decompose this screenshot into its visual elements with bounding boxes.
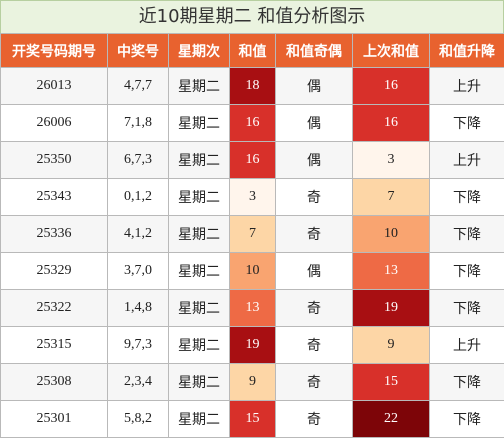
- weekday-cell: 星期二: [169, 142, 230, 179]
- sum-cell: 16: [230, 105, 276, 142]
- weekday-cell: 星期二: [169, 105, 230, 142]
- numbers-cell: 4,7,7: [108, 68, 169, 105]
- sum-cell: 10: [230, 253, 276, 290]
- sum-cell: 18: [230, 68, 276, 105]
- parity-cell: 偶: [276, 253, 353, 290]
- issue-cell: 25336: [1, 216, 108, 253]
- table-header-row: 开奖号码期号 中奖号 星期次 和值 和值奇偶 上次和值 和值升降: [1, 34, 504, 68]
- issue-cell: 25343: [1, 179, 108, 216]
- sum-cell: 9: [230, 364, 276, 401]
- weekday-cell: 星期二: [169, 179, 230, 216]
- header-sum: 和值: [230, 34, 276, 68]
- trend-cell: 下降: [430, 290, 504, 327]
- numbers-cell: 2,3,4: [108, 364, 169, 401]
- parity-cell: 奇: [276, 401, 353, 438]
- header-prev-sum: 上次和值: [353, 34, 430, 68]
- sum-cell: 19: [230, 327, 276, 364]
- parity-cell: 奇: [276, 327, 353, 364]
- header-issue: 开奖号码期号: [1, 34, 108, 68]
- sum-cell: 3: [230, 179, 276, 216]
- parity-cell: 偶: [276, 68, 353, 105]
- trend-cell: 下降: [430, 105, 504, 142]
- issue-cell: 25350: [1, 142, 108, 179]
- weekday-cell: 星期二: [169, 327, 230, 364]
- issue-cell: 25329: [1, 253, 108, 290]
- numbers-cell: 1,4,8: [108, 290, 169, 327]
- weekday-cell: 星期二: [169, 290, 230, 327]
- sum-cell: 16: [230, 142, 276, 179]
- parity-cell: 偶: [276, 105, 353, 142]
- header-trend: 和值升降: [430, 34, 504, 68]
- prev-sum-cell: 15: [353, 364, 430, 401]
- sum-cell: 15: [230, 401, 276, 438]
- numbers-cell: 7,1,8: [108, 105, 169, 142]
- weekday-cell: 星期二: [169, 68, 230, 105]
- prev-sum-cell: 16: [353, 68, 430, 105]
- header-weekday: 星期次: [169, 34, 230, 68]
- weekday-cell: 星期二: [169, 253, 230, 290]
- weekday-cell: 星期二: [169, 401, 230, 438]
- prev-sum-cell: 13: [353, 253, 430, 290]
- page-title: 近10期星期二 和值分析图示: [0, 0, 504, 34]
- header-numbers: 中奖号: [108, 34, 169, 68]
- issue-cell: 25301: [1, 401, 108, 438]
- weekday-cell: 星期二: [169, 216, 230, 253]
- sum-cell: 7: [230, 216, 276, 253]
- sum-cell: 13: [230, 290, 276, 327]
- prev-sum-cell: 10: [353, 216, 430, 253]
- header-parity: 和值奇偶: [276, 34, 353, 68]
- numbers-cell: 6,7,3: [108, 142, 169, 179]
- issue-cell: 25315: [1, 327, 108, 364]
- trend-cell: 下降: [430, 401, 504, 438]
- issue-cell: 25322: [1, 290, 108, 327]
- parity-cell: 奇: [276, 364, 353, 401]
- prev-sum-cell: 19: [353, 290, 430, 327]
- issue-cell: 25308: [1, 364, 108, 401]
- numbers-cell: 0,1,2: [108, 179, 169, 216]
- prev-sum-cell: 22: [353, 401, 430, 438]
- issue-cell: 26006: [1, 105, 108, 142]
- issue-cell: 26013: [1, 68, 108, 105]
- parity-cell: 奇: [276, 179, 353, 216]
- prev-sum-cell: 16: [353, 105, 430, 142]
- trend-cell: 下降: [430, 216, 504, 253]
- prev-sum-cell: 7: [353, 179, 430, 216]
- prev-sum-cell: 3: [353, 142, 430, 179]
- trend-cell: 上升: [430, 327, 504, 364]
- trend-cell: 下降: [430, 253, 504, 290]
- trend-cell: 上升: [430, 142, 504, 179]
- prev-sum-cell: 9: [353, 327, 430, 364]
- trend-cell: 上升: [430, 68, 504, 105]
- weekday-cell: 星期二: [169, 364, 230, 401]
- parity-cell: 奇: [276, 290, 353, 327]
- parity-cell: 奇: [276, 216, 353, 253]
- trend-cell: 下降: [430, 179, 504, 216]
- numbers-cell: 5,8,2: [108, 401, 169, 438]
- numbers-cell: 9,7,3: [108, 327, 169, 364]
- parity-cell: 偶: [276, 142, 353, 179]
- trend-cell: 下降: [430, 364, 504, 401]
- numbers-cell: 3,7,0: [108, 253, 169, 290]
- numbers-cell: 4,1,2: [108, 216, 169, 253]
